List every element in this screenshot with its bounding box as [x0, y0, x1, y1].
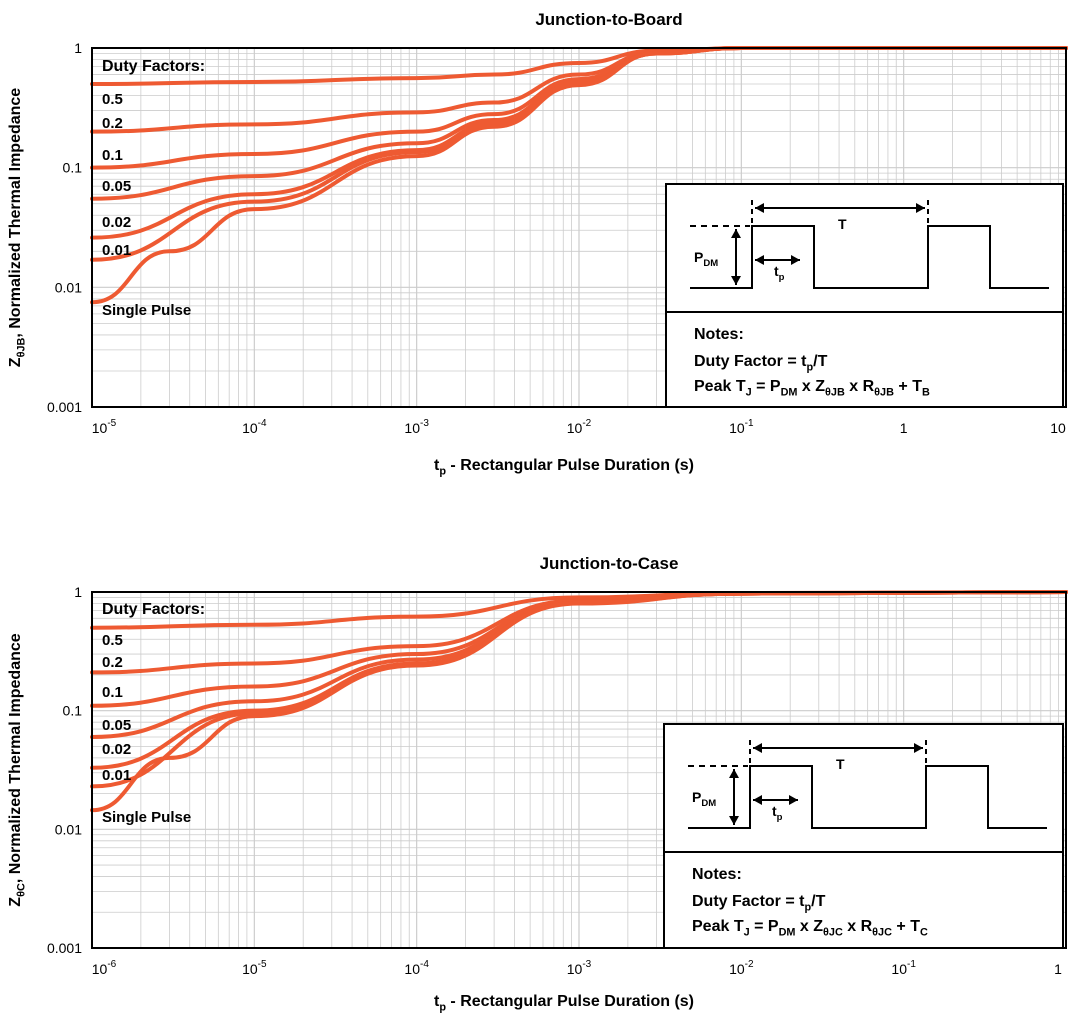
- x-axis-label: tp - Rectangular Pulse Duration (s): [434, 457, 694, 477]
- arrow-head: [914, 743, 923, 753]
- notes-peak-tj: Peak TJ = PDM x ZθJB x RθJB + TB: [694, 378, 930, 398]
- arrow-head: [789, 795, 798, 805]
- x-tick-label: 10-5: [92, 418, 117, 436]
- arrow-head: [753, 743, 762, 753]
- legend-label: 0.5: [102, 91, 123, 108]
- y-tick-label: 0.001: [47, 940, 82, 956]
- y-tick-label: 0.1: [63, 160, 83, 176]
- x-tick-label: 10-5: [242, 959, 267, 977]
- notes-peak-tj: Peak TJ = PDM x ZθJC x RθJC + TC: [692, 918, 928, 938]
- arrow-head: [731, 229, 741, 238]
- legend-title: Duty Factors:: [102, 601, 205, 618]
- legend-label: Single Pulse: [102, 302, 191, 319]
- notes-duty-factor: Duty Factor = tp/T: [692, 893, 826, 913]
- legend-label: 0.5: [102, 632, 123, 649]
- chart-title: Junction-to-Case: [540, 554, 679, 573]
- x-tick-label: 10-3: [567, 959, 592, 977]
- arrow-head: [729, 769, 739, 778]
- legend-label: 0.02: [102, 214, 131, 231]
- x-tick-label: 1: [900, 420, 908, 436]
- arrow-head: [791, 255, 800, 265]
- legend-label: 0.05: [102, 717, 131, 734]
- x-tick-label: 10-1: [891, 959, 916, 977]
- x-tick-label: 10: [1050, 420, 1066, 436]
- pulse-width-label: tp: [774, 263, 785, 283]
- period-label: T: [838, 216, 847, 232]
- y-tick-label: 0.1: [63, 703, 83, 719]
- period-label: T: [836, 756, 845, 772]
- x-tick-label: 10-3: [404, 418, 429, 436]
- pulse-width-label: tp: [772, 803, 783, 823]
- notes-box-frame: [665, 183, 1064, 408]
- chart-panel-2: Junction-to-Case Duty Factors: 0.5 0.2 0.1 0.…: [7, 554, 1068, 1013]
- arrow-head: [753, 795, 762, 805]
- x-tick-label: 10-4: [404, 959, 429, 977]
- notes-heading: Notes:: [692, 866, 742, 883]
- y-tick-label: 0.01: [55, 821, 82, 837]
- y-tick-label: 0.01: [55, 279, 82, 295]
- arrow-head: [755, 255, 764, 265]
- arrow-head: [729, 816, 739, 825]
- y-axis-label: ZθC, Normalized Thermal Impedance: [7, 633, 27, 906]
- legend-label: Single Pulse: [102, 809, 191, 826]
- pdm-label: PDM: [694, 249, 718, 269]
- x-tick-label: 10-2: [729, 959, 754, 977]
- x-tick-label: 10-2: [567, 418, 592, 436]
- plot-frame: [91, 591, 1067, 949]
- notes-heading: Notes:: [694, 326, 744, 343]
- notes-box: Ttp PDM Notes: Duty Factor = tp/T Peak TJ = …: [663, 723, 1064, 949]
- x-tick-label: 10-6: [92, 959, 117, 977]
- x-tick-label: 1: [1054, 961, 1062, 977]
- notes-duty-factor: Duty Factor = tp/T: [694, 353, 828, 373]
- arrow-head: [731, 276, 741, 285]
- legend-label: 0.05: [102, 178, 131, 195]
- x-tick-label: 10-1: [729, 418, 754, 436]
- plot-frame: [91, 47, 1067, 408]
- pulse-diagram: [690, 200, 1049, 289]
- notes-box-frame: [663, 723, 1064, 949]
- legend-label: 0.2: [102, 115, 123, 132]
- legend-label: 0.1: [102, 147, 123, 164]
- y-tick-label: 1: [74, 40, 82, 56]
- notes-box: Ttp PDM Notes: Duty Factor = tp/T Peak TJ = …: [665, 183, 1064, 408]
- pulse-waveform: [690, 225, 1049, 289]
- legend-label: 0.02: [102, 741, 131, 758]
- legend-label: 0.01: [102, 767, 131, 784]
- y-tick-label: 1: [74, 584, 82, 600]
- series-line-single-pulse: [90, 590, 1068, 813]
- y-axis-label: ZθJB, Normalized Thermal Impedance: [7, 88, 27, 368]
- x-tick-label: 10-4: [242, 418, 267, 436]
- legend-label: 0.01: [102, 242, 131, 259]
- pulse-waveform: [688, 765, 1047, 829]
- y-tick-label: 0.001: [47, 399, 82, 415]
- pdm-label: PDM: [692, 789, 716, 809]
- chart-title: Junction-to-Board: [535, 10, 682, 29]
- chart-panel-1: Junction-to-Board Duty Factors: 0.5 0.2 0.1 0…: [7, 10, 1068, 477]
- arrow-head: [916, 203, 925, 213]
- legend-label: 0.1: [102, 684, 123, 701]
- x-axis-label: tp - Rectangular Pulse Duration (s): [434, 993, 694, 1013]
- arrow-head: [755, 203, 764, 213]
- legend-label: 0.2: [102, 654, 123, 671]
- legend-title: Duty Factors:: [102, 58, 205, 75]
- pulse-diagram: [688, 740, 1047, 829]
